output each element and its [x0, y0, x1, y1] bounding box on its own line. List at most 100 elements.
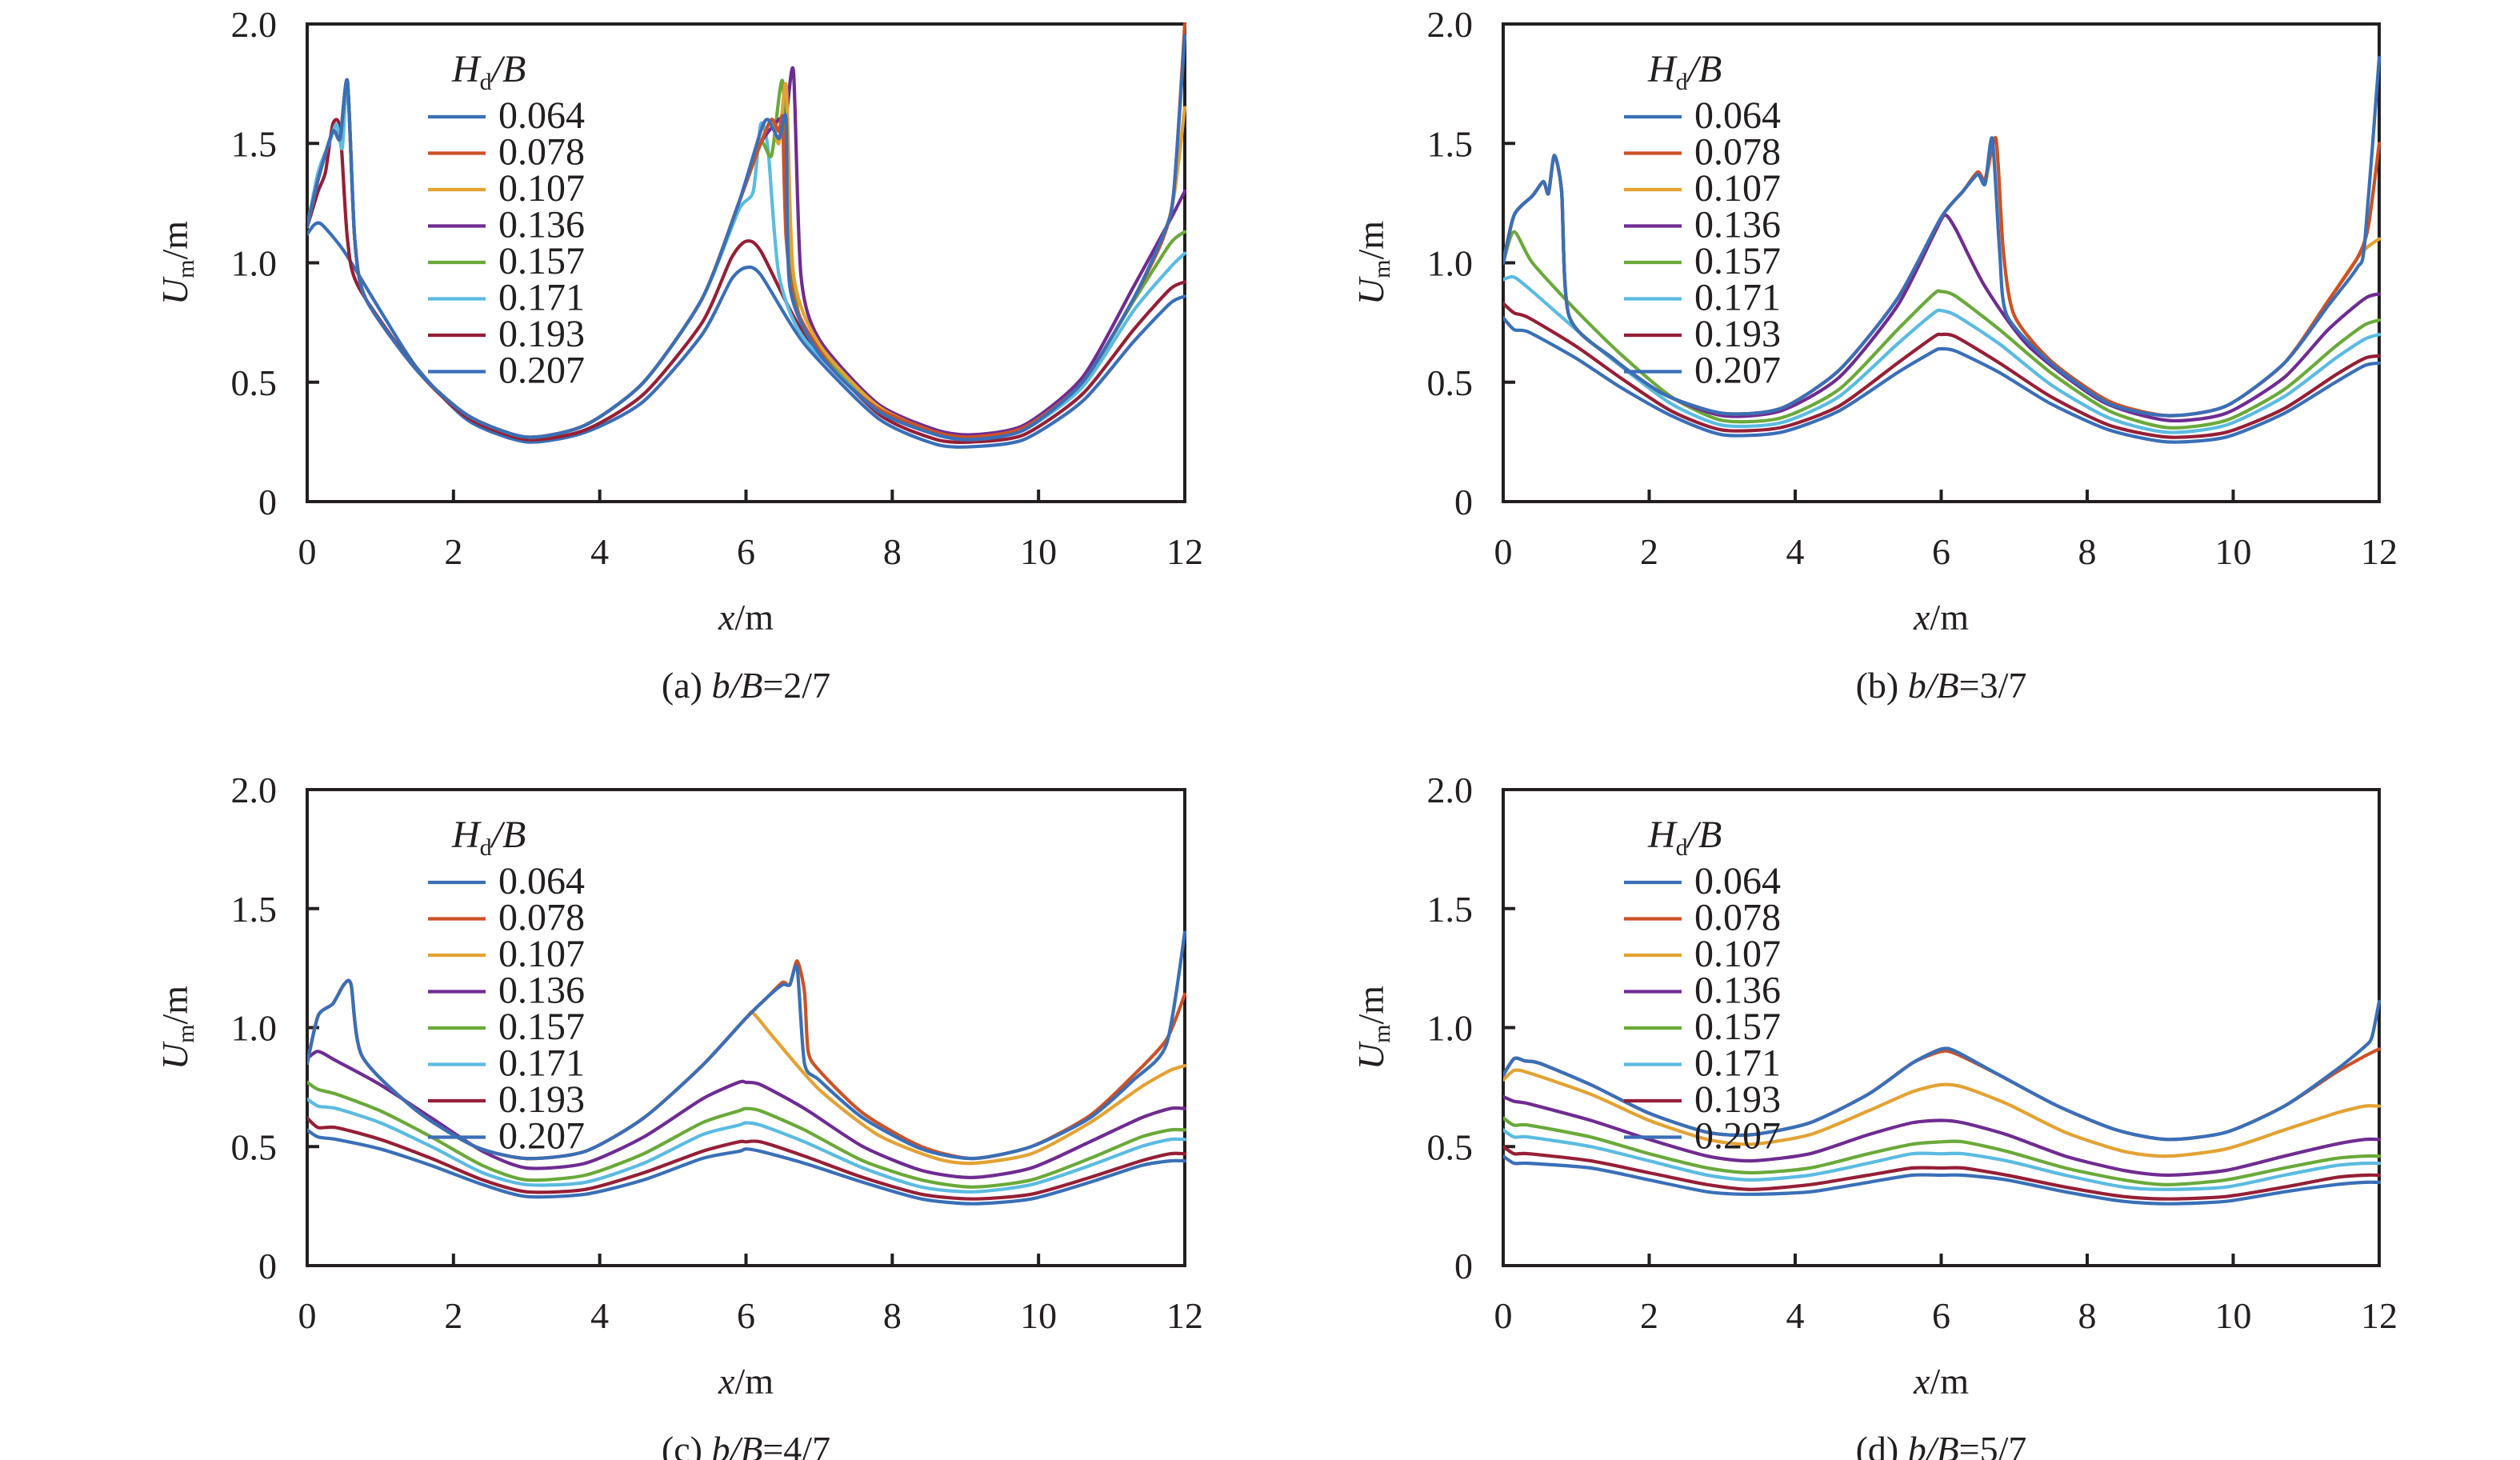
series-line-0.171	[307, 1097, 1187, 1194]
legend-entry: 0.107	[1694, 167, 1781, 210]
legend-title: Hd/B	[1647, 814, 1722, 861]
y-tick-label: 0.5	[231, 362, 278, 403]
series-line-0.136	[307, 1050, 1187, 1180]
legend-entry: 0.157	[1694, 1006, 1781, 1048]
y-tick-label: 1.0	[231, 243, 278, 284]
series-line-0.207	[1503, 1154, 2382, 1206]
series-line-0.157	[307, 78, 1187, 439]
series-group	[1503, 999, 2382, 1206]
x-tick-label: 0	[298, 531, 317, 572]
chart-panel-a: 0 0.5 1.0 1.5 2.0 0 2 4 6 8 10 12 x/m Um/m (a) b/B=2/7…	[154, 4, 1203, 706]
y-tick-label: 2.0	[1427, 4, 1474, 45]
series-line-0.078	[307, 22, 1187, 439]
x-tick-label: 6	[737, 531, 755, 572]
y-axis-label: Um/m	[1350, 221, 1395, 305]
legend-entry: 0.064	[498, 94, 585, 137]
series-line-0.107	[1503, 1068, 2382, 1158]
series-line-0.157	[307, 1080, 1187, 1189]
y-tick-label: 0	[1454, 482, 1473, 522]
y-tick-label: 1.5	[1427, 123, 1474, 164]
x-tick-label: 6	[1932, 531, 1950, 572]
legend-entry: 0.171	[1694, 277, 1781, 319]
legend-entry: 0.207	[498, 1115, 585, 1158]
y-tick-label: 1.5	[1427, 889, 1474, 930]
panel-caption: (d) b/B=5/7	[1856, 1429, 2027, 1460]
panels: 0 0.5 1.0 1.5 2.0 0 2 4 6 8 10 12 x/m Um/m (a) b/B=2/7…	[154, 4, 2398, 1460]
y-tick-label: 1.0	[231, 1008, 278, 1049]
series-line-0.157	[1503, 230, 2382, 430]
series-line-0.064	[1503, 999, 2382, 1142]
series-line-0.207	[307, 1128, 1187, 1206]
panel-caption: (b) b/B=3/7	[1856, 665, 2027, 706]
legend-entry: 0.107	[498, 933, 585, 975]
legend-title: Hd/B	[451, 48, 526, 95]
x-tick-label: 8	[2078, 531, 2097, 572]
legend-entry: 0.078	[498, 131, 585, 174]
legend-entry: 0.064	[1694, 860, 1781, 902]
y-axis-label: Um/m	[154, 221, 199, 305]
y-tick-label: 1.5	[231, 123, 278, 164]
legend-entry: 0.136	[1694, 970, 1781, 1012]
series-line-0.193	[307, 118, 1187, 444]
x-tick-label: 8	[883, 531, 902, 572]
legend-entry: 0.171	[498, 277, 585, 319]
chart-panel-c: 0 0.5 1.0 1.5 2.0 0 2 4 6 8 10 12 x/m Um/m (c) b/B=4/7…	[154, 770, 1203, 1460]
legend-entry: 0.193	[498, 1078, 585, 1121]
series-line-0.193	[307, 1116, 1187, 1201]
y-tick-label: 2.0	[231, 770, 278, 810]
x-tick-label: 0	[1494, 531, 1513, 572]
legend-entry: 0.157	[498, 240, 585, 282]
x-axis-label: x/m	[718, 1361, 774, 1402]
legend-entry: 0.136	[1694, 204, 1781, 246]
series-line-0.207	[307, 221, 1187, 449]
x-tick-label: 10	[1020, 531, 1057, 572]
y-tick-label: 1.0	[1427, 243, 1474, 284]
x-tick-label: 12	[2361, 531, 2398, 572]
legend-entry: 0.171	[1694, 1042, 1781, 1085]
series-line-0.193	[1503, 302, 2382, 439]
series-group	[1503, 55, 2382, 444]
x-tick-label: 12	[2361, 1295, 2398, 1336]
series-line-0.064	[307, 34, 1187, 442]
x-tick-label: 4	[590, 1295, 609, 1336]
legend-entry: 0.136	[498, 204, 585, 246]
x-tick-label: 12	[1166, 531, 1203, 572]
series-line-0.136	[1503, 154, 2382, 422]
series-line-0.157	[1503, 1116, 2382, 1186]
x-tick-label: 4	[590, 531, 609, 572]
chart-panel-d: 0 0.5 1.0 1.5 2.0 0 2 4 6 8 10 12 x/m Um/m (d) b/B=5/7…	[1350, 770, 2398, 1460]
legend-entry: 0.207	[1694, 1115, 1781, 1158]
x-tick-label: 6	[737, 1295, 755, 1336]
y-tick-label: 0	[258, 1246, 277, 1286]
y-axis-label: Um/m	[154, 986, 199, 1070]
legend-entry: 0.107	[498, 167, 585, 210]
x-tick-label: 8	[2078, 1295, 2097, 1336]
x-tick-label: 6	[1932, 1295, 1950, 1336]
y-tick-label: 1.0	[1427, 1008, 1474, 1049]
x-tick-label: 4	[1786, 1295, 1805, 1336]
series-group	[307, 930, 1187, 1206]
series-line-0.136	[1503, 1094, 2382, 1178]
x-tick-label: 2	[444, 1295, 462, 1336]
y-tick-label: 0.5	[1427, 1126, 1474, 1167]
legend-entry: 0.107	[1694, 933, 1781, 975]
series-line-0.193	[1503, 1145, 2382, 1201]
legend-entry: 0.157	[498, 1006, 585, 1048]
series-line-0.107	[307, 78, 1187, 439]
legend-title: Hd/B	[1647, 48, 1722, 95]
y-tick-label: 0.5	[231, 1126, 278, 1167]
chart-panel-b: 0 0.5 1.0 1.5 2.0 0 2 4 6 8 10 12 x/m Um/m (b) b/B=3/7…	[1350, 4, 2398, 706]
x-axis-label: x/m	[1913, 597, 1969, 638]
legend-entry: 0.064	[1694, 94, 1781, 137]
legend: Hd/B0.0640.0780.1070.1360.1570.1710.1930…	[428, 814, 585, 1158]
legend-entry: 0.157	[1694, 240, 1781, 282]
y-tick-label: 2.0	[231, 4, 278, 45]
x-tick-label: 0	[298, 1295, 317, 1336]
x-tick-label: 2	[1640, 1295, 1658, 1336]
x-axis-label: x/m	[1913, 1361, 1969, 1402]
legend: Hd/B0.0640.0780.1070.1360.1570.1710.1930…	[1624, 814, 1781, 1158]
panel-caption: (c) b/B=4/7	[662, 1429, 830, 1460]
x-tick-label: 2	[444, 531, 462, 572]
x-tick-label: 8	[883, 1295, 902, 1336]
x-tick-label: 10	[1020, 1295, 1057, 1336]
